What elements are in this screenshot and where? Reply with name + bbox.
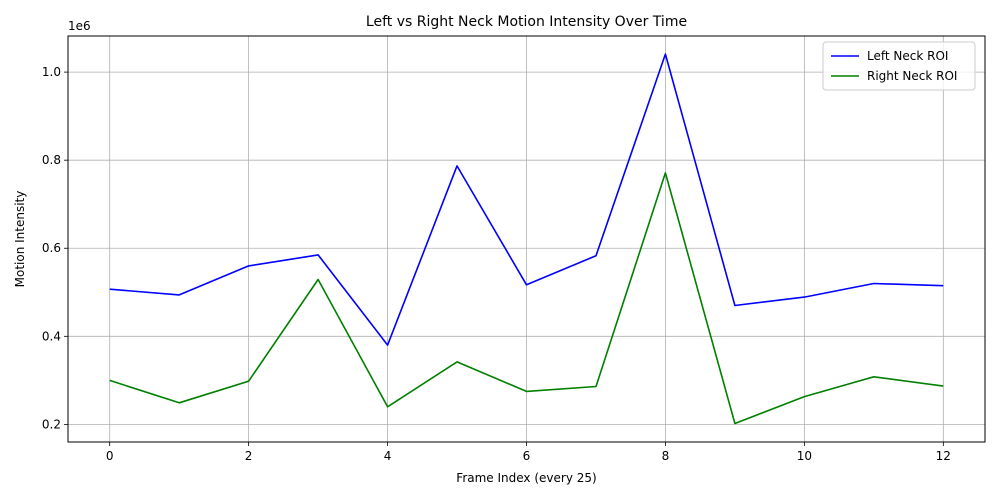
x-tick-label: 2 bbox=[245, 449, 253, 463]
legend-label: Left Neck ROI bbox=[867, 49, 948, 63]
series-line-1 bbox=[109, 53, 944, 346]
legend: Left Neck ROI Right Neck ROI bbox=[822, 41, 976, 91]
chart-title: Left vs Right Neck Motion Intensity Over… bbox=[366, 14, 687, 30]
axis-ticks: 0 2 4 6 8 10 12 0.2 0.4 0.6 0.8 1.0 bbox=[42, 65, 951, 463]
y-axis-offset-label: 1e6 bbox=[68, 19, 91, 33]
x-tick-label: 10 bbox=[797, 449, 812, 463]
y-axis-label: Motion Intensity bbox=[13, 191, 27, 288]
x-tick-label: 8 bbox=[662, 449, 670, 463]
y-tick-label: 0.6 bbox=[42, 241, 61, 255]
x-tick-label: 6 bbox=[523, 449, 531, 463]
series-lines bbox=[109, 53, 944, 425]
legend-label: Right Neck ROI bbox=[867, 69, 957, 83]
y-tick-label: 0.4 bbox=[42, 329, 61, 343]
x-axis-label: Frame Index (every 25) bbox=[456, 471, 596, 485]
y-tick-label: 0.2 bbox=[42, 417, 61, 431]
x-tick-label: 12 bbox=[936, 449, 951, 463]
grid bbox=[68, 36, 985, 442]
x-tick-label: 4 bbox=[384, 449, 392, 463]
y-tick-label: 1.0 bbox=[42, 65, 61, 79]
legend-box bbox=[822, 41, 976, 91]
x-tick-label: 0 bbox=[106, 449, 114, 463]
y-tick-label: 0.8 bbox=[42, 153, 61, 167]
series-line-2 bbox=[109, 172, 944, 425]
